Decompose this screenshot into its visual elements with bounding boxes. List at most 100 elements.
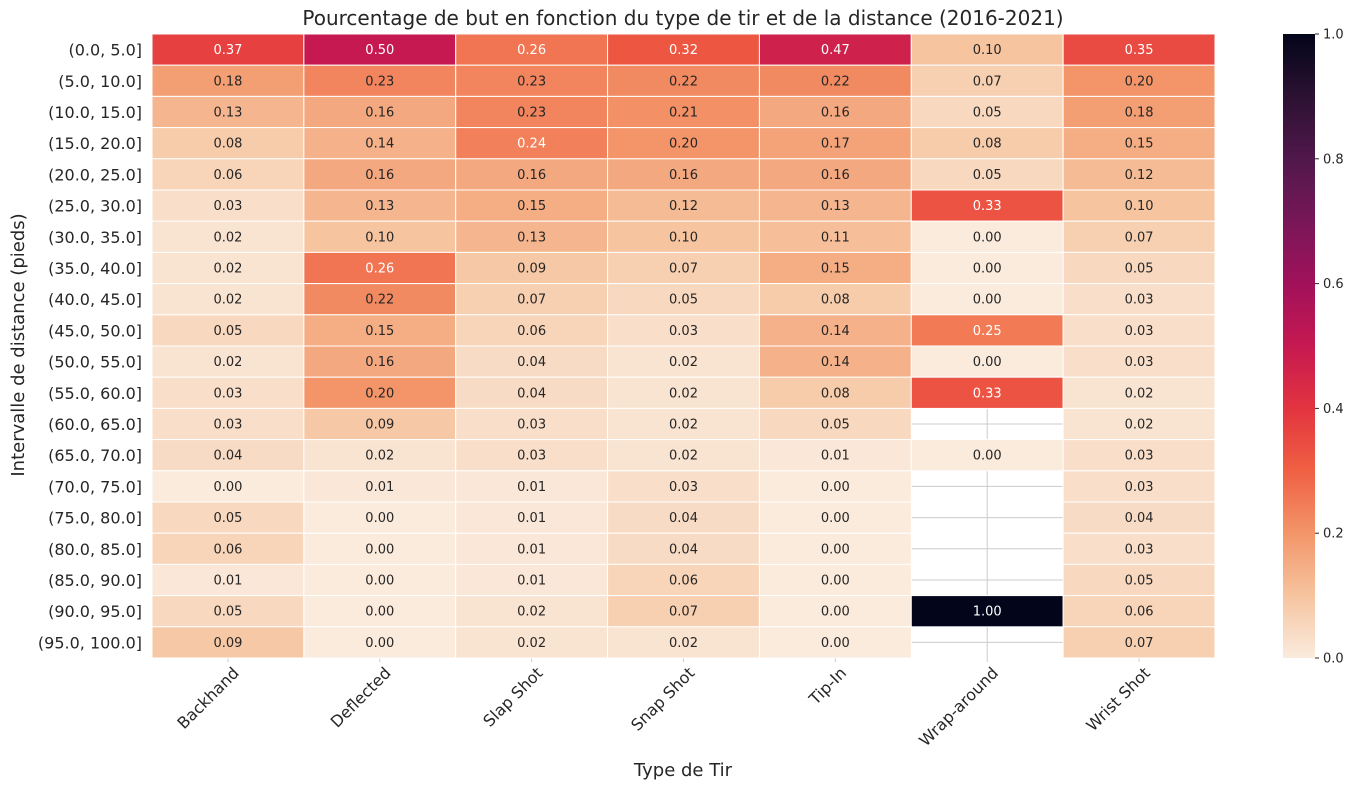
heatmap-cell [1062, 189, 1216, 222]
heatmap-cell [758, 501, 912, 534]
heatmap-cell [758, 532, 912, 565]
cell-value-label: 0.00 [365, 542, 394, 557]
heatmap-cell [607, 251, 760, 285]
heatmap-cell [607, 532, 760, 565]
cell-value-label: 0.05 [973, 168, 1002, 183]
cell-value-label: 0.06 [213, 542, 242, 557]
heatmap-cell [758, 439, 912, 472]
cell-value-label: 0.26 [517, 43, 546, 58]
cell-value-label: 0.10 [1125, 199, 1154, 214]
heatmap-cell [607, 626, 760, 659]
heatmap-cell [455, 314, 609, 347]
cell-value-label: 0.15 [1125, 137, 1154, 152]
cell-value-label: 0.04 [517, 355, 546, 370]
cell-value-label: 0.15 [517, 199, 546, 214]
cell-value-label: 0.10 [365, 230, 394, 245]
cell-value-label: 0.15 [821, 262, 850, 277]
y-tick-label: (50.0, 55.0] [48, 353, 142, 372]
cell-value-label: 0.02 [517, 605, 546, 620]
heatmap-cell [910, 314, 1064, 347]
cell-value-label: 0.16 [821, 168, 850, 183]
colorbar-tick-label: 0.6 [1323, 277, 1344, 292]
cell-value-label: 0.02 [213, 293, 242, 308]
colorbar-tick-label: 0.8 [1323, 152, 1344, 167]
cell-value-label: 0.00 [973, 293, 1002, 308]
y-tick-label: (10.0, 15.0] [48, 103, 142, 122]
cell-value-label: 0.00 [821, 480, 850, 495]
cell-value-label: 0.16 [821, 106, 850, 121]
cell-value-label: 0.06 [517, 324, 546, 339]
cell-value-label: 0.03 [517, 449, 546, 464]
heatmap-cell [910, 439, 1064, 472]
cell-value-label: 0.04 [213, 449, 242, 464]
heatmap-cell [910, 376, 1064, 409]
cell-value-label: 0.01 [517, 511, 546, 526]
cell-value-label: 0.50 [365, 43, 394, 58]
cell-value-label: 0.00 [365, 511, 394, 526]
heatmap-cell [1062, 595, 1216, 628]
cell-value-label: 0.03 [1125, 449, 1154, 464]
cell-value-label: 0.03 [213, 199, 242, 214]
heatmap-cell [910, 251, 1064, 285]
y-tick-label: (0.0, 5.0] [68, 41, 142, 60]
heatmap-cell [151, 470, 305, 503]
colorbar-tick-label: 0.0 [1323, 652, 1344, 667]
heatmap-cell [910, 33, 1064, 66]
y-tick-label: (75.0, 80.0] [48, 509, 142, 528]
cell-value-label: 0.10 [973, 43, 1002, 58]
cell-value-label: 0.03 [669, 480, 698, 495]
heatmap-cell [758, 251, 912, 285]
colorbar-tick-label: 0.4 [1323, 402, 1344, 417]
cell-value-label: 0.02 [1125, 386, 1154, 401]
heatmap-cell [151, 376, 305, 409]
cell-value-label: 0.14 [821, 324, 850, 339]
heatmap-cell [151, 407, 305, 441]
heatmap-cell [1062, 563, 1216, 597]
cell-value-label: 0.06 [669, 574, 698, 589]
y-tick-label: (55.0, 60.0] [48, 384, 142, 403]
heatmap-cell [1062, 626, 1216, 659]
cell-value-label: 0.18 [213, 74, 242, 89]
heatmap-cell [303, 95, 457, 129]
y-tick-label: (85.0, 90.0] [48, 571, 142, 590]
cell-value-label: 0.07 [973, 74, 1002, 89]
cell-value-label: 0.25 [973, 324, 1002, 339]
heatmap-cell [758, 376, 912, 409]
heatmap-cell [303, 626, 457, 659]
heatmap-cell [758, 563, 912, 597]
cell-value-label: 0.24 [517, 137, 546, 152]
heatmap-cell [303, 251, 457, 285]
cell-value-label: 0.15 [365, 324, 394, 339]
y-tick-label: (25.0, 30.0] [48, 197, 142, 216]
cell-value-label: 0.01 [365, 480, 394, 495]
heatmap-cell [455, 563, 609, 597]
cell-value-label: 0.02 [517, 636, 546, 651]
heatmap-cell [455, 532, 609, 565]
cell-value-label: 0.01 [213, 574, 242, 589]
cell-value-label: 0.20 [1125, 74, 1154, 89]
y-tick-label: (80.0, 85.0] [48, 540, 142, 559]
cell-value-label: 0.22 [669, 74, 698, 89]
colorbar-gradient [1283, 34, 1315, 658]
cell-value-label: 0.18 [1125, 106, 1154, 121]
heatmap-cell [607, 439, 760, 472]
heatmap-cell [303, 470, 457, 503]
heatmap-cell [1062, 64, 1216, 97]
heatmap-cell [758, 158, 912, 191]
y-tick-label: (95.0, 100.0] [38, 633, 142, 652]
cell-value-label: 0.23 [517, 106, 546, 121]
heatmap-cell [758, 407, 912, 441]
cell-value-label: 0.04 [669, 511, 698, 526]
cell-value-label: 0.00 [821, 542, 850, 557]
cell-value-label: 0.01 [517, 574, 546, 589]
cell-value-label: 0.14 [365, 137, 394, 152]
heatmap-cell [758, 33, 912, 66]
cell-value-labels: 0.37 0.50 0.26 0.32 0.47 0.10 0.35 0.18 0.23 0.23… [213, 43, 1153, 651]
cell-value-label: 0.02 [213, 355, 242, 370]
heatmap-cell [607, 189, 760, 222]
cell-value-label: 0.35 [1125, 43, 1154, 58]
heatmap-cell [455, 33, 609, 66]
cell-value-label: 1.00 [973, 605, 1002, 620]
colorbar-tick-label: 1.0 [1323, 28, 1344, 43]
